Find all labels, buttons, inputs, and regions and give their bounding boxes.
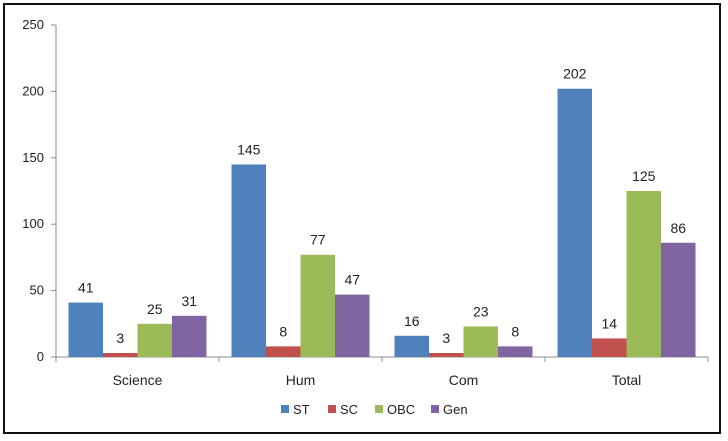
legend-swatch-obc: [375, 405, 383, 413]
bar-sc-total: [592, 338, 627, 357]
data-label: 3: [442, 330, 450, 346]
bar-st-science: [68, 302, 103, 357]
bar-obc-science: [137, 323, 172, 357]
data-label: 202: [563, 66, 587, 82]
data-label: 125: [632, 168, 656, 184]
bar-sc-hum: [266, 346, 301, 357]
y-tick-label: 50: [30, 283, 44, 298]
legend-label: OBC: [387, 402, 415, 417]
chart-frame: [3, 3, 721, 434]
y-tick-label: 250: [22, 17, 44, 32]
data-label: 47: [344, 272, 360, 288]
bar-gen-science: [172, 315, 207, 357]
data-label: 145: [237, 141, 261, 157]
data-label: 8: [511, 323, 519, 339]
data-label: 31: [181, 293, 197, 309]
data-label: 16: [404, 313, 420, 329]
x-axis: Science Hum Com Total: [55, 356, 709, 388]
data-label: 77: [310, 232, 326, 248]
legend: ST SC OBC Gen: [281, 402, 468, 417]
bar-st-com: [394, 335, 429, 357]
data-label: 23: [473, 303, 489, 319]
bar-obc-hum: [300, 254, 335, 357]
bar-gen-hum: [335, 294, 370, 357]
bar-gen-com: [498, 346, 533, 357]
data-labels-group: 41 3 25 31 145 8 77 47 16 3 23 8 202 14 125 86: [78, 66, 686, 346]
y-tick-label: 150: [22, 150, 44, 165]
data-label: 3: [116, 330, 124, 346]
bars-group: [68, 88, 696, 357]
legend-swatch-st: [281, 405, 289, 413]
x-category-label: Hum: [286, 372, 316, 388]
data-label: 8: [279, 323, 287, 339]
x-category-label: Com: [449, 372, 479, 388]
y-tick-label: 0: [37, 349, 44, 364]
data-label: 25: [147, 301, 163, 317]
y-tick-label: 100: [22, 216, 44, 231]
bar-obc-total: [626, 191, 661, 357]
data-label: 14: [601, 315, 617, 331]
legend-label: SC: [340, 402, 358, 417]
x-category-label: Total: [612, 372, 642, 388]
bar-sc-com: [429, 353, 464, 357]
bar-st-total: [557, 88, 592, 357]
bar-sc-science: [103, 353, 138, 357]
legend-label: Gen: [443, 402, 468, 417]
y-axis: 0 50 100 150 200 250: [22, 17, 57, 364]
bar-gen-total: [661, 242, 696, 357]
legend-swatch-gen: [431, 405, 439, 413]
bar-obc-com: [463, 326, 498, 357]
legend-swatch-sc: [328, 405, 336, 413]
x-category-label: Science: [113, 372, 163, 388]
data-label: 41: [78, 280, 94, 296]
legend-label: ST: [293, 402, 310, 417]
y-tick-label: 200: [22, 83, 44, 98]
data-label: 86: [670, 220, 686, 236]
bar-st-hum: [231, 164, 266, 357]
